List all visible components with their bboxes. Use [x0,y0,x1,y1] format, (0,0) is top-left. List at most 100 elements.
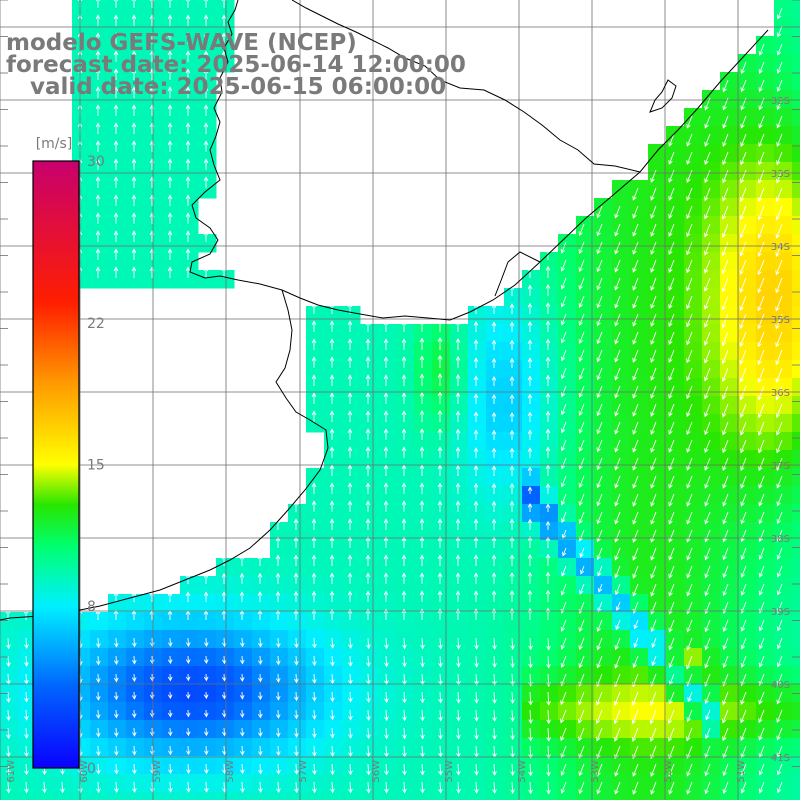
field-cell [594,504,613,523]
field-cell [576,648,595,667]
wind-arrow [95,0,101,8]
wind-arrow [6,763,11,776]
wind-arrow [704,763,711,777]
field-cell [792,576,800,595]
field-cell [720,720,739,739]
field-cell [180,144,199,163]
wind-arrow [365,482,371,494]
field-cell [774,288,793,307]
wind-arrow [366,655,371,668]
field-cell [198,108,217,127]
wind-arrow [545,374,551,386]
wind-arrow [384,781,389,794]
field-cell [792,468,800,487]
field-cell [702,468,721,487]
field-cell [540,270,559,289]
field-cell [522,504,541,523]
field-cell [414,666,433,685]
wind-arrow [703,277,711,292]
field-cell [630,612,649,631]
wind-arrow [185,0,191,8]
field-cell [324,342,343,361]
field-cell [774,450,793,469]
wind-arrow [509,482,515,494]
wind-arrow [95,673,101,683]
field-cell [72,90,91,109]
field-cell [522,360,541,379]
wind-arrow [704,475,711,489]
wind-arrow [438,637,443,650]
field-cell [720,414,739,433]
wind-arrow [739,241,747,257]
coastline-bahia-samborombon [0,289,329,621]
wind-arrow [455,320,461,332]
field-cell [702,720,721,739]
wind-arrow [578,745,585,759]
field-cell [792,594,800,613]
field-cell [162,36,181,55]
field-cell [450,342,469,361]
field-cell [378,414,397,433]
wind-arrow [221,14,227,26]
wind-arrow [276,727,281,738]
wind-arrow [686,331,693,346]
field-cell [198,792,217,800]
wind-arrow [186,763,191,775]
field-cell [18,666,37,685]
field-cell [432,612,451,631]
field-cell [774,774,793,793]
field-cell [702,450,721,469]
field-cell [756,144,775,163]
field-cell [450,540,469,559]
field-cell [270,558,289,577]
field-cell [90,144,109,163]
wind-arrow [312,655,317,667]
wind-arrow [330,673,335,685]
wind-arrow [329,554,335,566]
field-cell [684,756,703,775]
field-cell [576,414,595,433]
field-cell [450,738,469,757]
wind-arrow [437,590,443,602]
wind-arrow [329,392,335,404]
field-cell [648,180,667,199]
field-cell [198,144,217,163]
field-cell [792,306,800,325]
field-cell [702,144,721,163]
wind-arrow [95,86,101,98]
wind-arrow [203,709,209,718]
field-cell [576,684,595,703]
wind-arrow [131,122,137,134]
field-cell [684,720,703,739]
field-cell [594,306,613,325]
field-cell [612,504,631,523]
field-cell [414,756,433,775]
field-cell [324,324,343,343]
field-cell [342,522,361,541]
field-cell [72,54,91,73]
field-cell [342,720,361,739]
field-cell [540,648,559,667]
field-cell [648,252,667,271]
field-cell [792,738,800,757]
field-cell [774,576,793,595]
field-cell [270,774,289,793]
field-cell [360,432,379,451]
wind-arrow [204,745,209,756]
field-cell [630,720,649,739]
field-cell [720,342,739,361]
wind-arrow [527,553,533,566]
wind-arrow [311,572,317,584]
field-cell [432,432,451,451]
wind-arrow [739,259,747,275]
field-cell [414,522,433,541]
wind-arrow [167,50,173,62]
wind-arrow [775,187,783,202]
field-cell [630,630,649,649]
field-cell [576,270,595,289]
field-cell [360,630,379,649]
field-cell [792,666,800,685]
field-cell [378,648,397,667]
wind-arrow [474,727,479,740]
